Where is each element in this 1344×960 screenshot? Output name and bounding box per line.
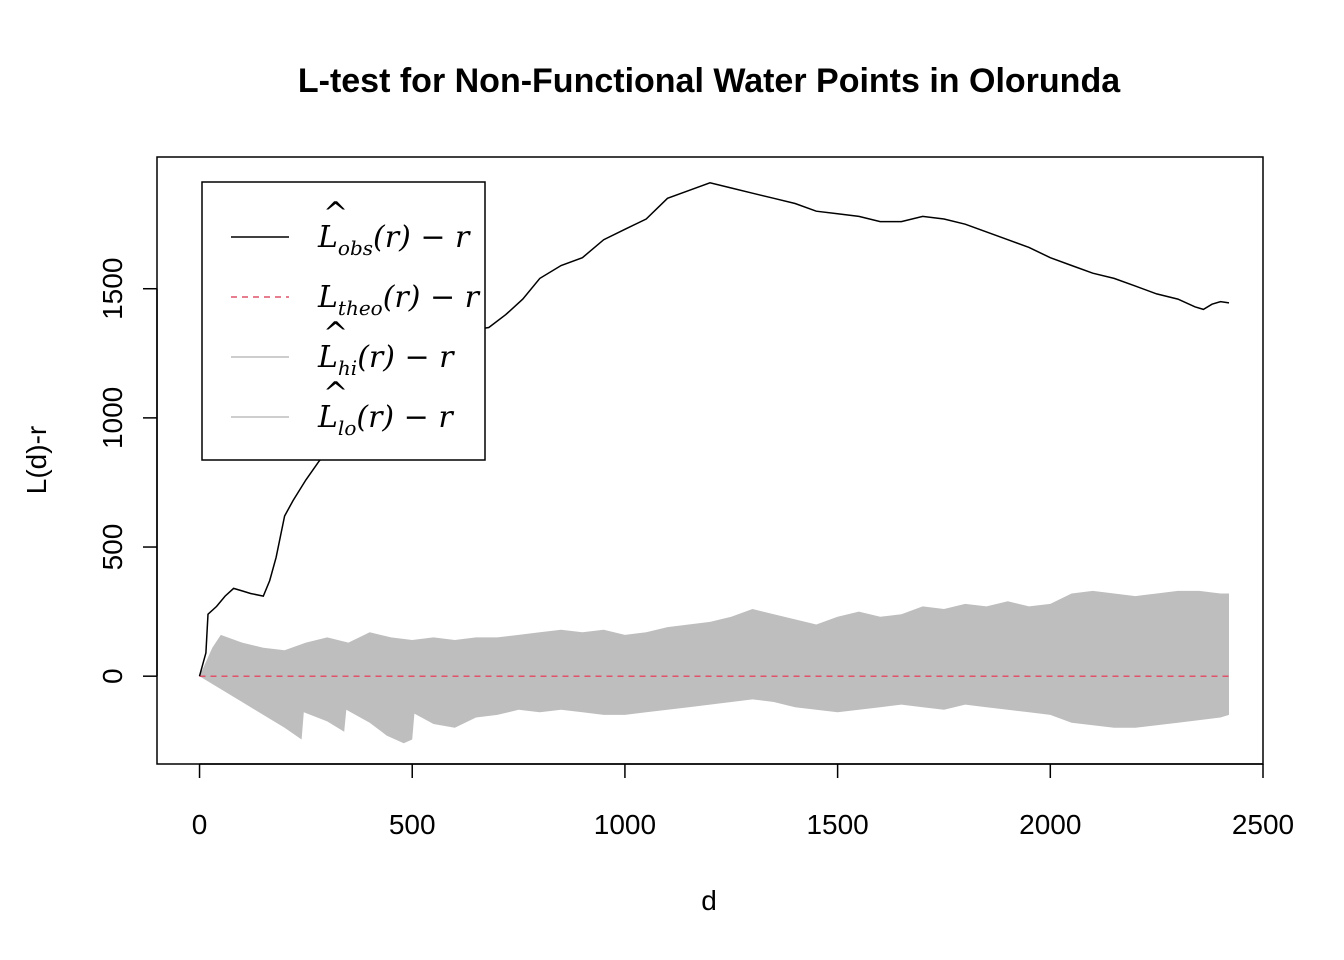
envelope-band-group — [199, 590, 1229, 744]
y-tick-label: 0 — [97, 668, 128, 684]
x-tick-label: 1500 — [806, 809, 868, 840]
y-tick-label: 1000 — [97, 387, 128, 449]
legend-label-theo: Ltheo(r) − r — [317, 280, 481, 320]
y-tick-label: 1500 — [97, 258, 128, 320]
legend-label-lo: Llo(r) − r — [317, 400, 454, 440]
x-tick-label: 0 — [192, 809, 208, 840]
legend-item-obs: Lobs(r) − r^ — [231, 196, 471, 260]
envelope-band — [199, 590, 1229, 744]
legend-item-lo: Llo(r) − r^ — [231, 376, 454, 440]
legend-item-hi: Lhi(r) − r^ — [231, 316, 455, 380]
legend-hat-hi: ^ — [323, 316, 348, 351]
y-axis: 0 500 1000 1500 — [97, 258, 158, 684]
x-axis: 0 500 1000 1500 2000 2500 — [192, 763, 1294, 840]
series-line-obs — [198, 182, 1230, 677]
x-tick-label: 500 — [389, 809, 436, 840]
legend-item-theo: Ltheo(r) − r — [231, 280, 481, 320]
x-tick-label: 2000 — [1019, 809, 1081, 840]
x-axis-label: d — [701, 885, 717, 916]
x-tick-label: 2500 — [1232, 809, 1294, 840]
legend-label-obs: Lobs(r) − r — [317, 220, 471, 260]
y-tick-label: 500 — [97, 524, 128, 571]
y-axis-label: L(d)-r — [21, 426, 52, 494]
legend-label-hi: Lhi(r) − r — [317, 340, 455, 380]
legend-hat-obs: ^ — [323, 196, 348, 231]
legend-box — [201, 181, 486, 461]
x-tick-label: 1000 — [594, 809, 656, 840]
legend-hat-lo: ^ — [323, 376, 348, 411]
series-lines-group — [198, 182, 1230, 677]
chart-title: L-test for Non-Functional Water Points i… — [298, 62, 1121, 100]
